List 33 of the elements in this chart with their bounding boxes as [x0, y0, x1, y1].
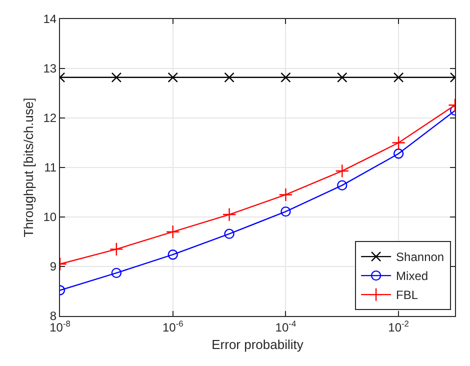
- point: [280, 206, 291, 217]
- legend-label: FBL: [396, 288, 418, 302]
- point: [392, 136, 406, 150]
- y-tick-label: 9: [50, 260, 57, 274]
- point: [278, 188, 293, 202]
- y-tick-label: 8: [50, 309, 57, 324]
- legend-label: Mixed: [396, 269, 428, 284]
- point: [168, 250, 178, 260]
- y-axis-title: Throughput [bits/ch.use]: [21, 98, 36, 238]
- y-tick-label: 12: [43, 111, 57, 126]
- x-tick-label: 10$^{-6}$: [162, 318, 184, 334]
- point: [224, 228, 234, 239]
- point: [111, 72, 122, 83]
- point: [224, 72, 234, 83]
- x-axis-title: Error probability: [212, 337, 304, 352]
- point: [335, 164, 350, 178]
- x-tick-label: 10$^{-4}$: [275, 318, 296, 334]
- point: [337, 180, 348, 190]
- legend-label: Shannon: [396, 250, 444, 264]
- point: [166, 224, 180, 239]
- point: [222, 208, 236, 222]
- point: [168, 72, 178, 83]
- point: [393, 148, 404, 159]
- point: [111, 268, 122, 278]
- point: [337, 72, 348, 83]
- y-tick-label: 13: [43, 62, 57, 76]
- point: [280, 72, 291, 83]
- y-tick-label: 14: [43, 12, 57, 26]
- point: [110, 242, 124, 256]
- y-tick-label: 10: [43, 210, 57, 224]
- x-tick-label: 10$^{-2}$: [388, 318, 410, 334]
- y-tick-label: 11: [44, 160, 57, 175]
- point: [393, 72, 404, 83]
